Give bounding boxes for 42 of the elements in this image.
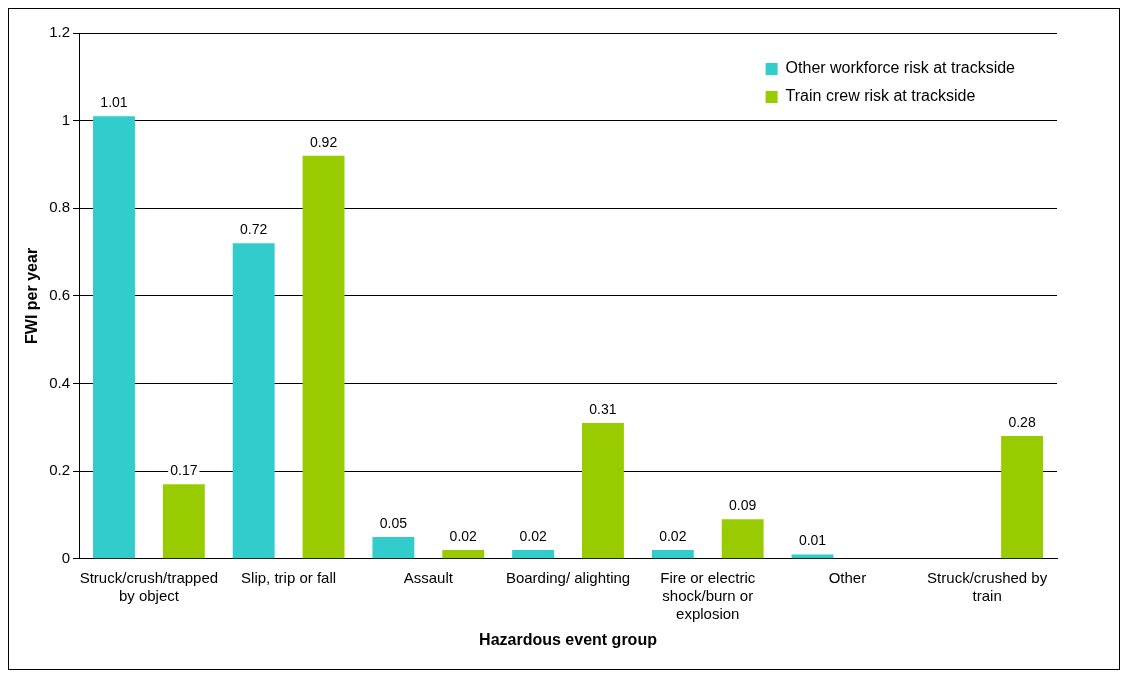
- bar: [721, 519, 764, 559]
- data-label: 0.01: [798, 532, 827, 549]
- bar: [93, 116, 135, 559]
- y-tick-label: 1.2: [49, 23, 71, 41]
- x-tick-label: Assault: [403, 568, 454, 586]
- y-tick-label: 0.4: [49, 373, 71, 391]
- data-label: 1.01: [100, 94, 128, 111]
- data-label: 0.31: [589, 400, 617, 417]
- bar: [651, 550, 694, 559]
- y-tick-label: 0.6: [49, 286, 71, 304]
- data-label: 0.72: [240, 221, 268, 238]
- data-label: 0.02: [519, 527, 547, 544]
- data-label: 0.02: [659, 527, 687, 544]
- x-axis-title: Hazardous event group: [479, 630, 658, 648]
- bar: [582, 422, 624, 559]
- data-label: 0.17: [170, 462, 198, 479]
- y-tick-label: 0.8: [49, 198, 71, 216]
- bar: [162, 484, 205, 559]
- bar: [302, 155, 345, 559]
- data-label: 0.02: [449, 527, 478, 544]
- legend-label: Other workforce risk at trackside: [785, 59, 1016, 77]
- bar: [232, 243, 275, 559]
- x-tick-label: Other: [828, 568, 867, 586]
- bar: [442, 550, 485, 559]
- data-label: 0.05: [379, 514, 408, 531]
- x-tick-label: Boarding/ alighting: [505, 568, 631, 586]
- x-tick-label: Slip, trip or fall: [241, 568, 337, 586]
- legend-label: Train crew risk at trackside: [785, 87, 976, 105]
- y-tick-label: 0.2: [49, 461, 71, 479]
- data-label: 0.92: [309, 133, 338, 150]
- y-axis-title: FWI per year: [23, 247, 41, 344]
- x-tick-label: Fire or electric shock/burn or explosion: [660, 568, 756, 622]
- x-tick-label: Struck/crushed by train: [927, 568, 1048, 604]
- bar: [512, 550, 555, 559]
- x-tick-label: Struck/crush/trapped by object: [79, 568, 219, 604]
- bar: [372, 536, 415, 559]
- bar: [791, 554, 834, 559]
- y-tick-label: 1: [61, 110, 71, 128]
- data-label: 0.28: [1008, 413, 1036, 430]
- y-tick-label: 0: [61, 548, 71, 566]
- bar: [1001, 436, 1044, 559]
- data-label: 0.09: [729, 497, 757, 514]
